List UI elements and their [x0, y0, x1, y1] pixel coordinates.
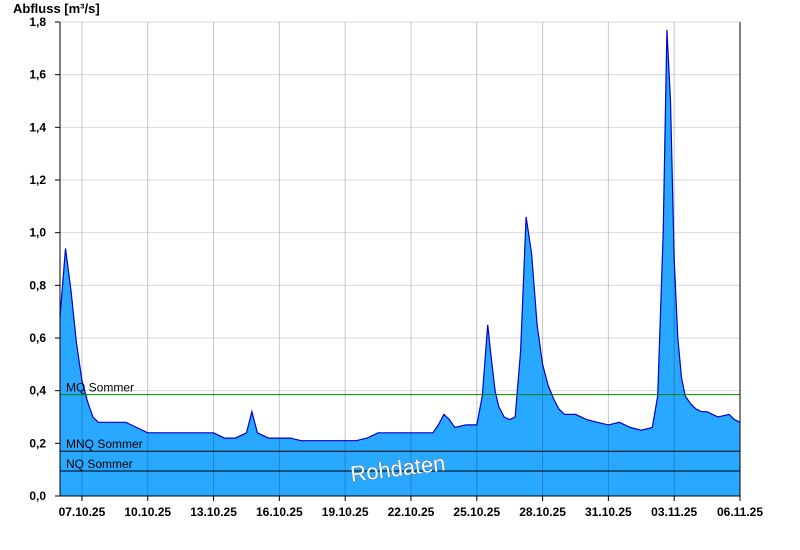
- x-tick-label: 28.10.25: [519, 505, 566, 519]
- x-tick-label: 13.10.25: [190, 505, 237, 519]
- discharge-line: [59, 29, 741, 442]
- y-tick-label: 1,6: [29, 68, 46, 82]
- y-tick-label: 1,2: [29, 173, 46, 187]
- reference-line-label: MNQ Sommer: [66, 437, 143, 451]
- y-tick-label: 0,2: [29, 436, 46, 450]
- x-tick-label: 06.11.25: [717, 505, 763, 519]
- x-tick-label: 03.11.25: [651, 505, 697, 519]
- x-tick-label: 22.10.25: [388, 505, 435, 519]
- x-tick-label: 10.10.25: [124, 505, 171, 519]
- reference-line-label: MQ Sommer: [66, 381, 134, 395]
- vertical-grid-overlay: [81, 22, 741, 496]
- axes: [59, 22, 741, 497]
- x-tick-labels: 07.10.25 10.10.25 13.10.25 16.10.25 19.10.25…: [59, 496, 763, 519]
- y-tick-label: 1,4: [29, 120, 46, 134]
- x-tick-label: 25.10.25: [453, 505, 500, 519]
- reference-line-label: NQ Sommer: [66, 457, 133, 471]
- y-tick-label: 1,8: [29, 15, 46, 29]
- y-tick-label: 0,6: [29, 331, 46, 345]
- reference-lines: MQ Sommer MNQ Sommer NQ Sommer: [60, 381, 740, 472]
- discharge-area: [60, 29, 740, 497]
- grid-lines: [60, 21, 740, 444]
- y-tick-labels: 0,0 0,2 0,4 0,6 0,8 1,0 1,2 1,4 1,6 1,8: [29, 15, 60, 503]
- x-tick-label: 07.10.25: [59, 505, 106, 519]
- y-tick-label: 0,4: [29, 384, 46, 398]
- y-tick-label: 0,0: [29, 489, 46, 503]
- x-tick-label: 31.10.25: [585, 505, 632, 519]
- y-tick-label: 1,0: [29, 226, 46, 240]
- y-axis-label: Abfluss [m³/s]: [13, 1, 100, 16]
- x-tick-label: 16.10.25: [256, 505, 303, 519]
- y-tick-label: 0,8: [29, 278, 46, 292]
- x-tick-label: 19.10.25: [322, 505, 369, 519]
